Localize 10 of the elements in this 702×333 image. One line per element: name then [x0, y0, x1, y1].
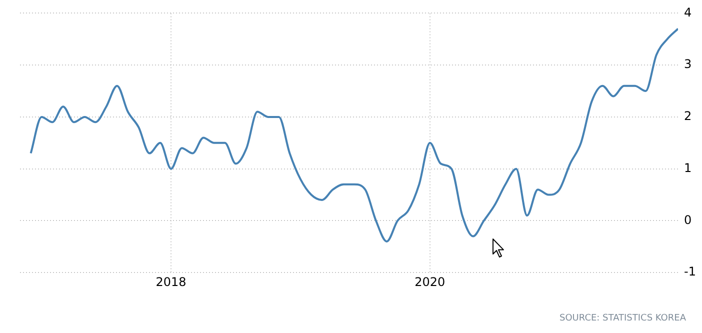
y-tick-label: 3: [684, 57, 692, 72]
y-tick-label: -1: [684, 264, 696, 279]
y-tick-label: 0: [684, 212, 692, 227]
y-tick-label: 2: [684, 109, 692, 124]
y-tick-label: 1: [684, 160, 692, 175]
x-tick-label: 2020: [414, 274, 446, 289]
line-series: [30, 28, 678, 242]
source-note: SOURCE: STATISTICS KOREA: [560, 313, 687, 324]
x-tick-label: 2018: [156, 274, 186, 289]
y-tick-label: 4: [684, 5, 692, 20]
